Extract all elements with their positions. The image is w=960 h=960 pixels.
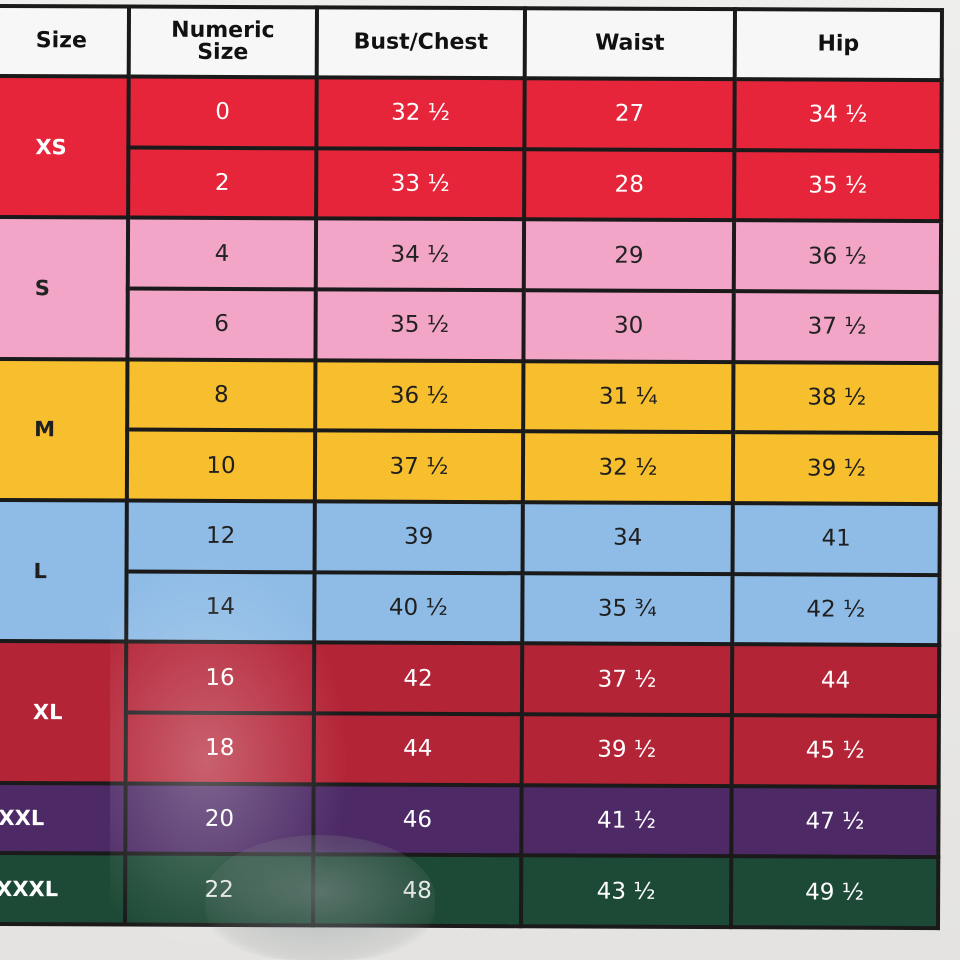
waist-cell: 35 ¾ — [522, 572, 733, 645]
table-row: XXL 20 46 41 ½ 47 ½ — [0, 782, 939, 858]
waist-cell: 43 ½ — [520, 855, 732, 928]
size-label-s: S — [0, 217, 129, 360]
hip-cell: 37 ½ — [733, 291, 941, 363]
numeric-size-cell: 8 — [127, 359, 316, 431]
header-bust-chest: Bust/Chest — [316, 7, 526, 79]
numeric-size-cell: 22 — [125, 853, 314, 926]
table-row: M 8 36 ½ 31 ¼ 38 ½ — [0, 358, 941, 501]
waist-cell: 32 ½ — [522, 431, 734, 504]
waist-cell: 27 — [524, 78, 735, 150]
table-row: XL 16 42 37 ½ 44 — [0, 641, 940, 784]
hip-cell: 34 ½ — [734, 79, 942, 151]
table-row: L 12 39 34 41 — [0, 499, 940, 642]
table-row: 10 37 ½ 32 ½ 39 ½ — [0, 429, 941, 505]
hip-cell: 35 ½ — [734, 149, 942, 222]
size-label-xl: XL — [0, 641, 127, 784]
hip-cell: 41 — [732, 503, 940, 575]
numeric-size-cell: 18 — [125, 712, 314, 784]
header-numeric-line1: Numeric — [171, 17, 275, 44]
numeric-size-cell: 0 — [128, 76, 317, 149]
bust-cell: 34 ½ — [315, 218, 525, 291]
hip-cell: 47 ½ — [731, 785, 939, 858]
header-hip: Hip — [734, 9, 942, 81]
bust-cell: 40 ½ — [314, 571, 523, 644]
table-row: 6 35 ½ 30 37 ½ — [0, 288, 941, 363]
bust-cell: 32 ½ — [316, 77, 525, 149]
waist-cell: 29 — [523, 219, 735, 292]
size-label-xxxl: XXXL — [0, 853, 126, 925]
table-row: XXXL 22 48 43 ½ 49 ½ — [0, 853, 939, 929]
size-label-xxl: XXL — [0, 782, 126, 854]
bust-cell: 46 — [313, 783, 522, 856]
header-row: Size Numeric Size Bust/Chest Waist Hip — [0, 5, 942, 81]
waist-cell: 28 — [524, 148, 735, 221]
hip-cell: 38 ½ — [733, 361, 941, 434]
header-numeric-size: Numeric Size — [128, 6, 318, 78]
waist-cell: 39 ½ — [521, 714, 732, 786]
numeric-size-cell: 10 — [126, 429, 316, 502]
bust-cell: 36 ½ — [315, 359, 524, 432]
table-row: 18 44 39 ½ 45 ½ — [0, 712, 939, 787]
hip-cell: 49 ½ — [730, 856, 939, 929]
numeric-size-cell: 12 — [126, 500, 315, 572]
waist-cell: 30 — [523, 290, 734, 362]
hip-cell: 39 ½ — [732, 432, 941, 505]
bust-cell: 48 — [312, 854, 522, 927]
waist-cell: 34 — [522, 502, 733, 574]
table-row: 14 40 ½ 35 ¾ 42 ½ — [0, 571, 940, 646]
numeric-size-cell: 4 — [127, 217, 317, 290]
size-label-m: M — [0, 358, 128, 501]
bust-cell: 35 ½ — [315, 289, 524, 361]
table-row: XS 0 32 ½ 27 34 ½ — [0, 75, 942, 218]
bust-cell: 37 ½ — [314, 430, 524, 503]
waist-cell: 37 ½ — [521, 643, 733, 716]
header-numeric-line2: Size — [197, 39, 249, 66]
bust-cell: 33 ½ — [316, 148, 525, 220]
table-row: S 4 34 ½ 29 36 ½ — [0, 217, 942, 360]
numeric-size-cell: 16 — [125, 641, 315, 714]
hip-cell: 45 ½ — [731, 715, 939, 787]
hip-cell: 36 ½ — [733, 220, 942, 293]
numeric-size-cell: 6 — [127, 288, 316, 360]
size-label-l: L — [0, 499, 127, 642]
header-size: Size — [0, 5, 130, 77]
numeric-size-cell: 14 — [126, 571, 315, 643]
header-waist: Waist — [524, 8, 736, 80]
numeric-size-cell: 2 — [128, 147, 317, 219]
numeric-size-cell: 20 — [125, 783, 314, 855]
size-label-xs: XS — [0, 75, 129, 218]
waist-cell: 41 ½ — [521, 784, 732, 857]
hip-cell: 44 — [731, 644, 940, 716]
hip-cell: 42 ½ — [732, 573, 940, 646]
bust-cell: 44 — [313, 713, 522, 785]
bust-cell: 39 — [314, 501, 523, 573]
bust-cell: 42 — [313, 642, 523, 715]
waist-cell: 31 ¼ — [523, 360, 734, 433]
table-row: 2 33 ½ 28 35 ½ — [0, 147, 942, 222]
size-chart-table: Size Numeric Size Bust/Chest Waist Hip X… — [0, 4, 944, 930]
